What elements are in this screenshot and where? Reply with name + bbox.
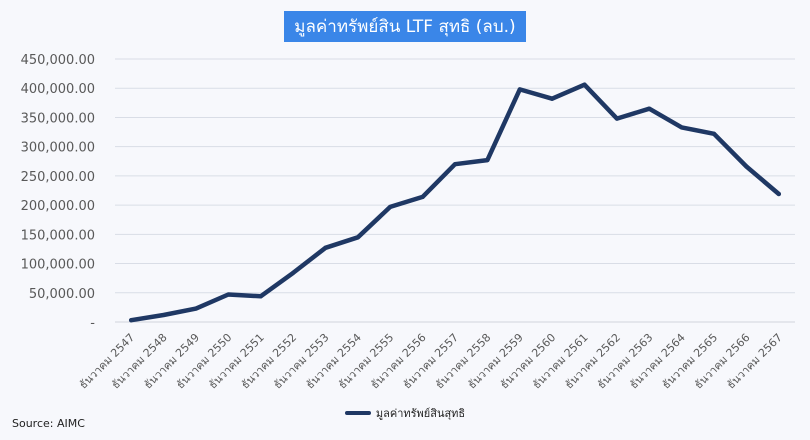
data-point bbox=[776, 192, 781, 197]
data-point bbox=[258, 294, 263, 299]
data-point bbox=[744, 164, 749, 169]
y-tick-label: 200,000.00 bbox=[21, 199, 95, 214]
y-tick-label: 400,000.00 bbox=[21, 82, 95, 97]
y-tick-label: 150,000.00 bbox=[21, 228, 95, 243]
data-point bbox=[420, 194, 425, 199]
legend: มูลค่าทรัพย์สินสุทธิ bbox=[0, 404, 810, 422]
data-point bbox=[647, 106, 652, 111]
data-point bbox=[388, 204, 393, 209]
y-tick-label: 300,000.00 bbox=[21, 141, 95, 156]
chart-title: มูลค่าทรัพย์สิน LTF สุทธิ (ลบ.) bbox=[284, 11, 526, 42]
data-point bbox=[129, 318, 134, 323]
source-note: Source: AIMC bbox=[12, 417, 85, 430]
data-point bbox=[323, 245, 328, 250]
y-tick-label: 350,000.00 bbox=[21, 111, 95, 126]
legend-line-swatch bbox=[344, 411, 371, 415]
data-point bbox=[355, 235, 360, 240]
data-point bbox=[517, 87, 522, 92]
series-line bbox=[128, 82, 782, 323]
data-point bbox=[485, 158, 490, 163]
legend-label: มูลค่าทรัพย์สินสุทธิ bbox=[375, 407, 466, 420]
y-tick-label: 250,000.00 bbox=[21, 170, 95, 185]
y-tick-label: 50,000.00 bbox=[29, 287, 95, 302]
data-point bbox=[226, 292, 231, 297]
data-point bbox=[291, 270, 296, 275]
data-point bbox=[550, 96, 555, 101]
y-tick-label: 100,000.00 bbox=[21, 258, 95, 273]
y-tick-label: 450,000.00 bbox=[21, 53, 95, 68]
data-point bbox=[614, 116, 619, 121]
chart-title-container: มูลค่าทรัพย์สิน LTF สุทธิ (ลบ.) bbox=[0, 11, 810, 42]
data-point bbox=[161, 312, 166, 317]
data-point bbox=[582, 82, 587, 87]
data-point bbox=[453, 162, 457, 167]
data-point bbox=[712, 131, 717, 136]
data-point bbox=[679, 125, 684, 130]
x-tick-label: ธันวาคม 2547 bbox=[77, 331, 138, 392]
data-point bbox=[193, 306, 198, 311]
y-tick-label: - bbox=[90, 316, 95, 331]
